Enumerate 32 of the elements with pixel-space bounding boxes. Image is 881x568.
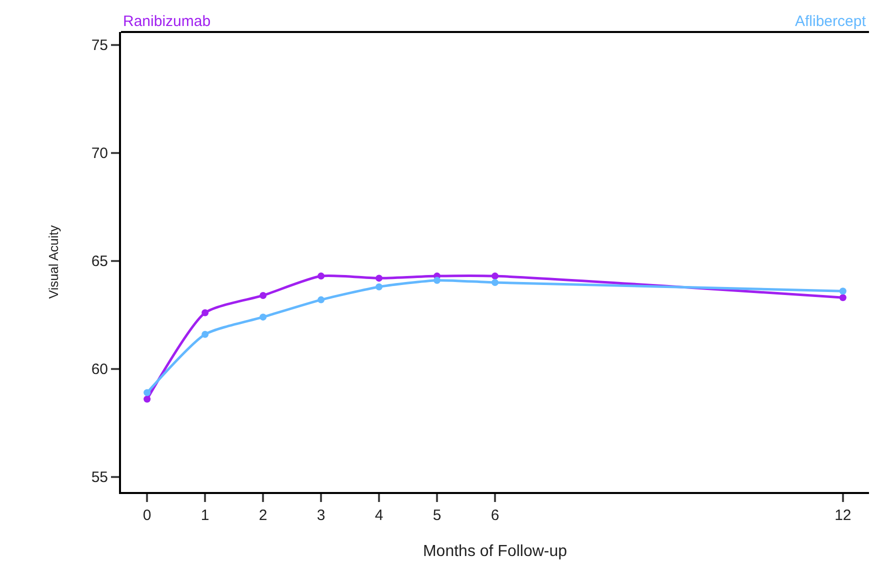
x-tick-label: 1 xyxy=(200,507,210,524)
point xyxy=(839,288,846,295)
point xyxy=(260,292,267,299)
point xyxy=(144,389,151,396)
y-tick-label: 70 xyxy=(91,145,108,162)
y-axis-title: Visual Acuity xyxy=(46,224,61,299)
x-axis-title: Months of Follow-up xyxy=(422,543,568,560)
point xyxy=(260,314,267,321)
x-tick-label: 2 xyxy=(258,507,268,524)
point xyxy=(839,294,846,302)
point xyxy=(144,396,151,403)
point xyxy=(202,330,209,338)
y-tick-label: 55 xyxy=(91,469,108,486)
point xyxy=(376,283,383,290)
text: Ranibizumab xyxy=(123,13,211,30)
point xyxy=(376,274,383,282)
point xyxy=(318,272,325,280)
point xyxy=(434,276,441,284)
y-tick-label: 60 xyxy=(91,361,108,378)
point xyxy=(318,296,325,304)
x-tick-label: 12 xyxy=(834,507,852,524)
point xyxy=(492,279,498,286)
y-tick-label: 75 xyxy=(91,37,108,54)
x-tick-label: 3 xyxy=(316,507,326,524)
x-tick-label: 4 xyxy=(374,507,384,524)
point xyxy=(202,309,209,316)
x-tick-label: 0 xyxy=(142,507,152,524)
x-tick-label: 5 xyxy=(432,507,442,524)
y-tick-label: 65 xyxy=(91,253,108,270)
text: Aflibercept xyxy=(795,13,867,30)
x-tick-label: 6 xyxy=(490,507,500,524)
point xyxy=(492,272,498,280)
